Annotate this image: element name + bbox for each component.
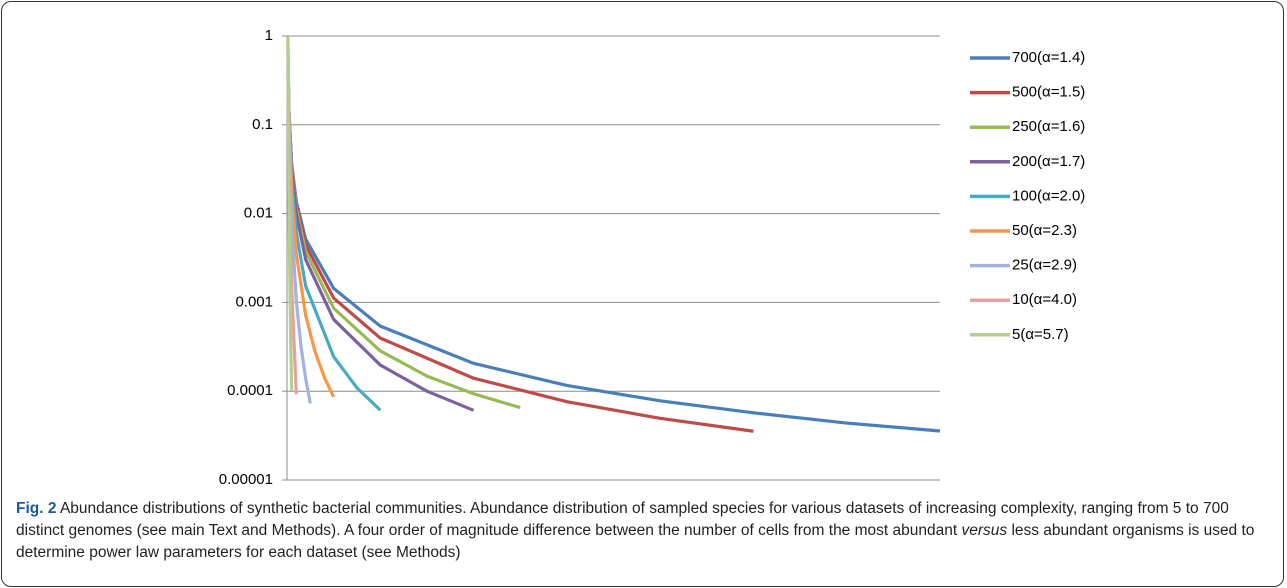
y-tick-label: 0.0001 [227,382,273,399]
chart: 1 0.1 0.01 0.001 0.0001 0.00001 700(α=1.4) 500(… [219,27,1086,488]
legend-label: 250(α=1.6) [1012,118,1085,135]
legend-label: 100(α=2.0) [1012,187,1085,204]
series-line [286,71,754,433]
y-tick-label: 0.01 [244,205,273,222]
series-line [286,77,941,433]
y-tick-label: 1 [265,27,273,44]
caption-text: less abundant organisms is used to deter… [16,522,1255,561]
y-tick-label: 0.001 [235,293,273,310]
legend-label: 50(α=2.3) [1012,222,1077,239]
legend-label: 25(α=2.9) [1012,257,1077,274]
legend-label: 500(α=1.5) [1012,84,1085,101]
legend-label: 200(α=1.7) [1012,153,1085,170]
caption: Fig. 2 Abundance distributions of synthe… [16,498,1271,564]
series-line [286,36,294,391]
y-tick-label: 0.00001 [219,471,273,488]
legend-label: 10(α=4.0) [1012,291,1077,308]
caption-label: Fig. 2 [16,500,57,517]
y-tick-label: 0.1 [252,116,273,133]
caption-text: Abundance distributions of synthetic bac… [16,500,1229,539]
legend-label: 5(α=5.7) [1012,326,1069,343]
series-line [286,66,521,410]
legend-label: 700(α=1.4) [1012,49,1085,66]
caption-emphasis: versus [961,522,1008,539]
